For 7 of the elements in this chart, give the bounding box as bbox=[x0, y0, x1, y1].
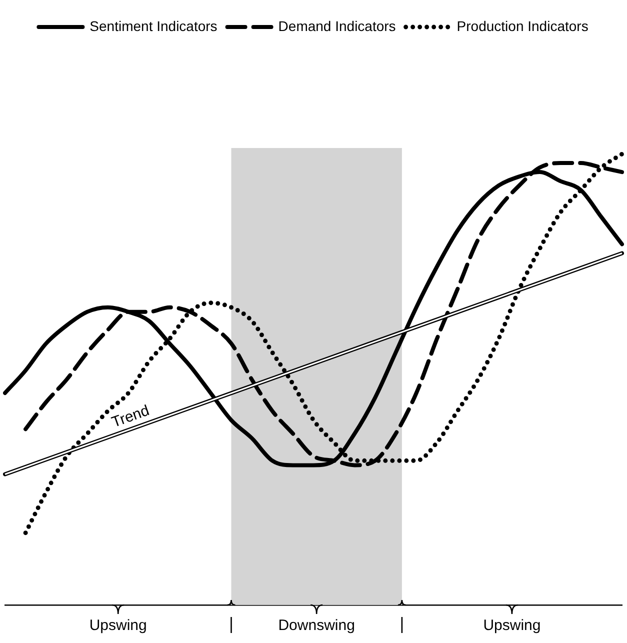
legend-label: Demand Indicators bbox=[278, 18, 396, 34]
legend-label: Sentiment Indicators bbox=[90, 18, 218, 34]
text: Downswing bbox=[278, 617, 355, 634]
annotation: Trend bbox=[110, 402, 152, 432]
legend-label: Production Indicators bbox=[456, 18, 588, 34]
text: Upswing bbox=[483, 617, 541, 634]
text: Upswing bbox=[89, 617, 147, 634]
